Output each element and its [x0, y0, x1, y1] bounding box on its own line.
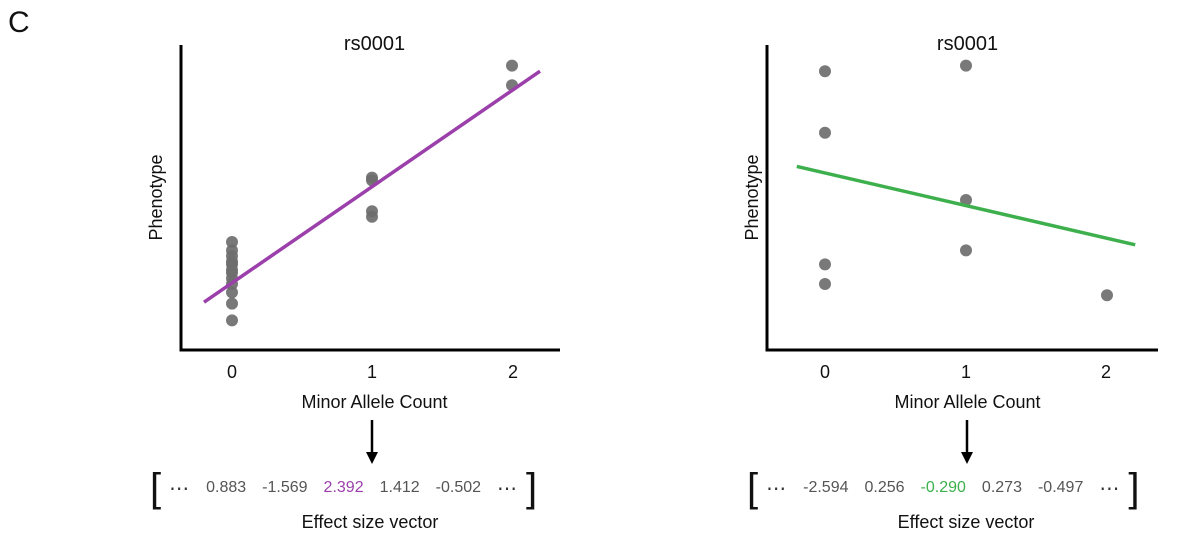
data-point [819, 65, 831, 78]
effect-vector-caption: Effect size vector [897, 512, 1035, 532]
chart-title: rs0001 [344, 33, 405, 55]
regression-line [203, 69, 541, 304]
arrow-head [961, 452, 973, 464]
x-tick-label: 2 [508, 362, 518, 382]
effect-value: -0.502 [435, 479, 482, 496]
x-axis-label: Minor Allele Count [894, 392, 1040, 412]
effect-size-vector: [ ⋯ 0.883 -1.569 2.392 1.412 -0.502 ⋯] [150, 468, 537, 508]
effect-value: -1.569 [262, 479, 308, 496]
data-point [226, 236, 238, 248]
right-bracket: ] [1128, 466, 1140, 510]
x-tick-label: 2 [1101, 362, 1111, 382]
data-point [226, 314, 238, 327]
chart-title: rs0001 [937, 33, 998, 55]
ellipsis-right: ⋯ [497, 477, 519, 500]
effect-value: -0.497 [1037, 479, 1084, 496]
effect-value: 0.273 [981, 479, 1022, 496]
data-point [366, 210, 378, 223]
data-point [226, 297, 238, 310]
x-tick-label: 1 [961, 362, 971, 382]
data-point [819, 258, 831, 271]
data-point [819, 126, 831, 139]
data-point [506, 59, 518, 72]
x-axis-label: Minor Allele Count [301, 392, 447, 412]
right-bracket: ] [526, 466, 538, 510]
y-axis-label: Phenotype [742, 154, 762, 240]
effect-value: 0.256 [864, 479, 905, 496]
x-tick-label: 0 [820, 362, 830, 382]
effect-size-vector: [ ⋯ -2.594 0.256 -0.290 0.273 -0.497 ⋯] [747, 468, 1139, 508]
effect-value-highlighted: 2.392 [323, 479, 364, 496]
left-bracket: [ [150, 466, 162, 510]
x-tick-label: 1 [367, 362, 377, 382]
data-point [819, 278, 831, 290]
effect-value: -2.594 [803, 479, 849, 496]
data-point [960, 244, 972, 257]
data-point [960, 59, 972, 72]
effect-vector-caption: Effect size vector [301, 512, 439, 532]
regression-line [796, 164, 1136, 247]
data-point [960, 194, 972, 206]
effect-value: 1.412 [379, 479, 420, 496]
panel-letter: C [8, 6, 30, 39]
ellipsis-right: ⋯ [1099, 477, 1121, 500]
ellipsis-left: ⋯ [766, 477, 788, 500]
x-tick-label: 0 [227, 362, 237, 382]
data-point [226, 286, 238, 299]
arrow-head [366, 452, 378, 464]
left-bracket: [ [747, 466, 759, 510]
ellipsis-left: ⋯ [169, 477, 191, 500]
data-point [1101, 289, 1113, 302]
effect-value-highlighted: -0.290 [920, 479, 966, 496]
y-axis-label: Phenotype [146, 154, 166, 240]
effect-value: 0.883 [206, 479, 247, 496]
